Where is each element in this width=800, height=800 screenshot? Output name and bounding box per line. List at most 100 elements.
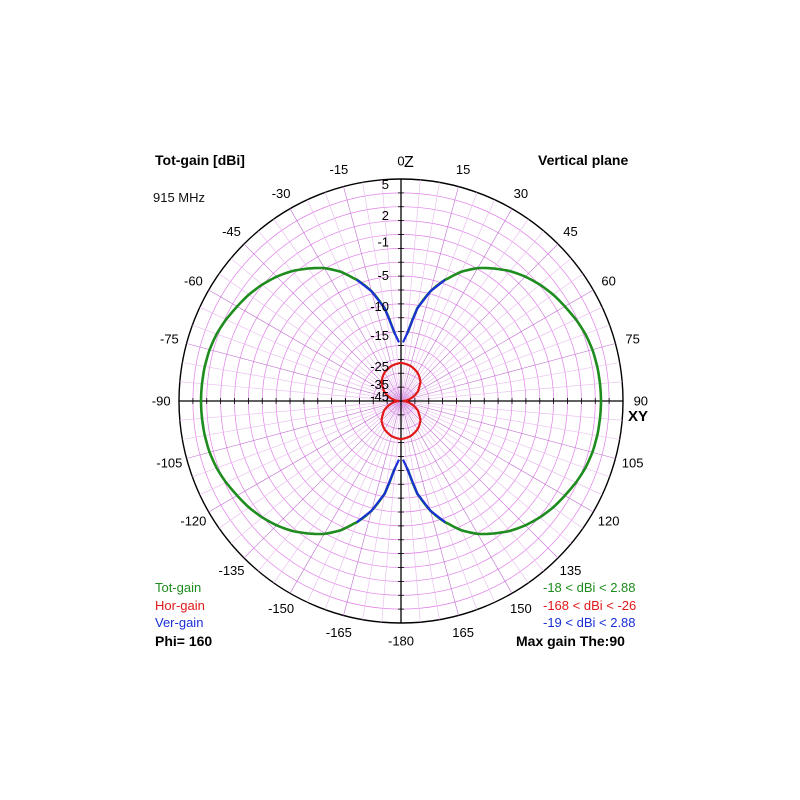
ver-gain-range: -19 < dBi < 2.88	[543, 615, 636, 630]
angle-tick-label: -165	[326, 625, 352, 640]
angle-tick-label: 30	[514, 186, 528, 201]
grid-spoke	[199, 306, 402, 402]
grid-spoke	[400, 400, 594, 513]
grid-spoke	[230, 400, 402, 544]
grid-spoke	[400, 400, 572, 544]
grid-spoke	[179, 400, 402, 421]
angle-tick-label: 105	[622, 456, 644, 471]
grid-spoke	[400, 400, 513, 594]
radial-tick-label: -25	[370, 359, 389, 374]
angle-tick-label: 75	[625, 331, 639, 346]
angle-tick-label: -60	[184, 274, 203, 289]
hor-gain-range: -168 < dBi < -26	[543, 598, 637, 613]
grid-spoke	[400, 289, 594, 402]
grid-spoke	[186, 343, 402, 402]
grid-spoke	[400, 400, 529, 584]
grid-spoke	[273, 400, 402, 584]
grid-spoke	[258, 400, 402, 572]
radial-tick-label: -10	[370, 299, 389, 314]
angle-tick-label: 120	[598, 513, 620, 528]
legend-ver-gain: Ver-gain	[155, 615, 204, 630]
legend-hor-gain: Hor-gain	[155, 598, 205, 613]
grid-spoke	[289, 400, 402, 594]
grid-spoke	[273, 218, 402, 402]
radial-tick-label: -35	[370, 377, 389, 392]
angle-tick-label: 165	[452, 625, 474, 640]
polar-labels: 0153045607590105120135150165-15-30-45-60…	[152, 154, 648, 649]
radial-tick-label: 2	[382, 208, 389, 223]
grid-spoke	[400, 362, 620, 402]
axis-label-z: Z	[404, 154, 414, 171]
grid-spoke	[400, 400, 478, 610]
tot-gain-curve	[405, 266, 603, 536]
radial-tick-label: -15	[370, 328, 389, 343]
grid-spoke	[400, 400, 544, 572]
tot-gain-curve	[199, 266, 397, 536]
angle-tick-label: -180	[388, 633, 414, 648]
hor-gain-curve	[380, 399, 422, 441]
grid-spoke	[182, 400, 402, 440]
grid-spoke	[192, 324, 402, 402]
grid-spoke	[324, 400, 402, 610]
angle-tick-label: -150	[268, 601, 294, 616]
angle-tick-label: 45	[563, 224, 577, 239]
grid-spoke	[400, 243, 559, 402]
radial-tick-label: 5	[382, 177, 389, 192]
grid-spoke	[400, 199, 496, 402]
grid-spoke	[400, 400, 623, 421]
grid-spoke	[182, 362, 402, 402]
radial-tick-label: -1	[377, 235, 389, 250]
grid-spoke	[400, 400, 496, 603]
grid-spoke	[289, 208, 402, 402]
grid-spoke	[208, 289, 402, 402]
grid-spoke	[243, 400, 402, 559]
angle-tick-label: 90	[634, 394, 648, 409]
grid-spoke	[400, 192, 478, 402]
grid-spoke	[400, 218, 529, 402]
grid-spoke	[400, 208, 513, 402]
angle-tick-label: -120	[180, 513, 206, 528]
grid-spoke	[400, 400, 603, 496]
ver-gain-curve	[402, 459, 446, 524]
hor-gain-curve	[380, 361, 422, 403]
axis-label-xy: XY	[628, 408, 649, 425]
grid-spoke	[400, 258, 572, 402]
ver-gain-curve	[356, 459, 400, 524]
legend-tot-gain: Tot-gain	[155, 580, 202, 595]
angle-tick-label: -75	[160, 331, 179, 346]
angle-tick-label: -15	[330, 162, 349, 177]
grid-spoke	[400, 400, 616, 459]
angle-tick-label: -90	[152, 394, 171, 409]
grid-spoke	[192, 400, 402, 478]
angle-tick-label: 0	[397, 154, 404, 169]
grid-spoke	[400, 400, 620, 440]
grid-spoke	[400, 324, 610, 402]
grid-spoke	[208, 400, 402, 513]
angle-tick-label: -45	[222, 224, 241, 239]
grid-spoke	[230, 258, 402, 402]
grid-spoke	[306, 400, 402, 603]
polar-grid	[178, 178, 624, 624]
grid-spoke	[324, 192, 402, 402]
grid-spoke	[186, 400, 402, 459]
angle-tick-label: -30	[272, 186, 291, 201]
plane-label: Vertical plane	[538, 152, 629, 168]
angle-tick-label: 60	[601, 274, 615, 289]
angle-tick-label: 150	[510, 601, 532, 616]
grid-spoke	[199, 400, 402, 496]
grid-spoke	[179, 381, 402, 402]
grid-spoke	[258, 230, 402, 402]
angle-tick-label: 135	[560, 563, 582, 578]
grid-spoke	[400, 306, 603, 402]
grid-spoke	[400, 400, 559, 559]
grid-spoke	[400, 400, 610, 478]
tot-gain-range: -18 < dBi < 2.88	[543, 580, 636, 595]
max-gain-label: Max gain The:90	[516, 633, 625, 649]
angle-tick-label: 15	[456, 162, 470, 177]
phi-label: Phi= 160	[155, 633, 213, 649]
ver-gain-curve	[402, 278, 446, 343]
frequency-label: 915 MHz	[153, 190, 206, 205]
ver-gain-curve	[356, 278, 400, 343]
chart-title: Tot-gain [dBi]	[155, 152, 245, 168]
